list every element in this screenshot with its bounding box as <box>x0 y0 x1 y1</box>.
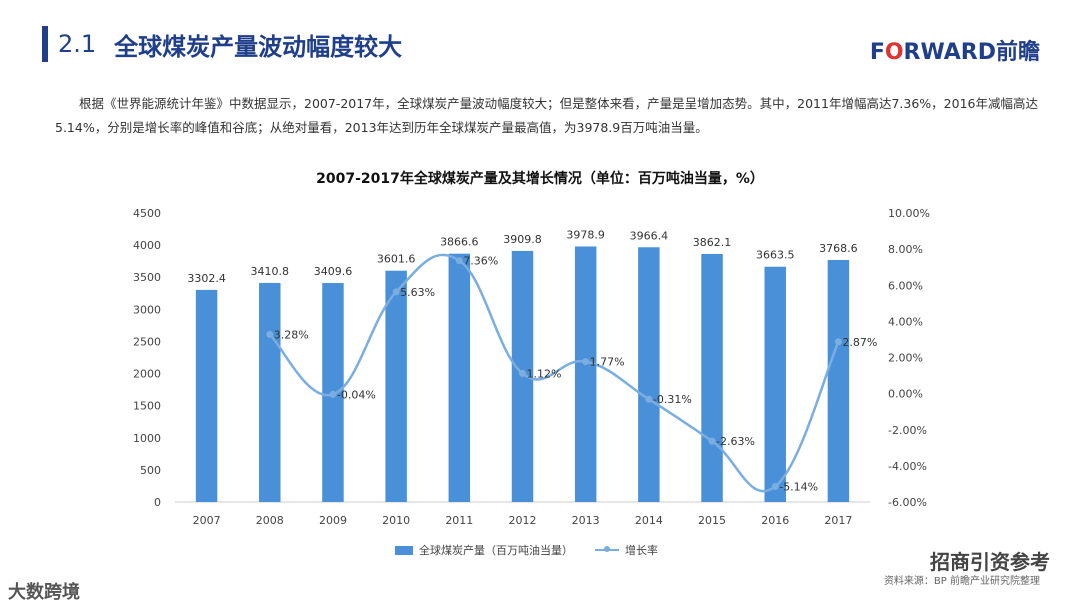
x-tick-label: 2008 <box>256 514 284 527</box>
growth-value-label: -2.63% <box>716 435 755 448</box>
y-left-tick-label: 2500 <box>133 335 161 348</box>
x-tick-label: 2013 <box>572 514 600 527</box>
y-left-tick-label: 3500 <box>133 271 161 284</box>
growth-point <box>392 288 400 296</box>
growth-value-label: 1.77% <box>590 356 625 369</box>
section-number: 2.1 <box>58 30 97 58</box>
y-left-tick-label: 0 <box>154 496 161 509</box>
bar <box>638 247 660 502</box>
y-left-tick-label: 1500 <box>133 400 161 413</box>
bar-value-label: 3409.6 <box>314 265 353 278</box>
logo-part: RWARD前瞻 <box>903 40 1040 65</box>
growth-point <box>834 338 842 346</box>
y-right-tick-label: -4.00% <box>888 460 927 473</box>
bar-value-label: 3663.5 <box>756 249 795 262</box>
bar <box>385 270 407 502</box>
logo-part: F <box>869 40 885 65</box>
bar <box>195 289 218 502</box>
x-tick-label: 2009 <box>319 514 347 527</box>
growth-value-label: -0.31% <box>653 393 692 406</box>
y-right-tick-label: 6.00% <box>888 279 923 292</box>
y-right-tick-label: -6.00% <box>888 496 927 509</box>
growth-point <box>266 330 274 338</box>
bar-value-label: 3978.9 <box>566 228 605 241</box>
x-tick-label: 2011 <box>445 514 473 527</box>
growth-point <box>771 482 779 490</box>
y-right-tick-label: -2.00% <box>888 424 927 437</box>
bar-value-label: 3909.8 <box>503 233 542 246</box>
growth-value-label: 5.63% <box>400 286 435 299</box>
legend-item-line: 增长率 <box>595 542 658 558</box>
growth-point <box>329 390 337 398</box>
growth-point <box>455 257 463 265</box>
page-title: 全球煤炭产量波动幅度较大 <box>114 32 403 61</box>
bar-value-label: 3601.6 <box>377 253 416 266</box>
y-left-tick-label: 4000 <box>133 239 161 252</box>
legend-item-bar: 全球煤炭产量（百万吨油当量） <box>395 542 573 558</box>
y-left-tick-label: 2000 <box>133 368 161 381</box>
growth-value-label: 2.87% <box>842 336 877 349</box>
bar <box>701 253 723 502</box>
y-right-tick-label: 4.00% <box>888 315 923 328</box>
bar <box>448 253 471 502</box>
legend-bar-swatch <box>395 545 413 555</box>
y-left-tick-label: 4500 <box>133 207 161 220</box>
bar-value-label: 3862.1 <box>693 236 732 249</box>
legend-line-label: 增长率 <box>625 544 658 557</box>
bar <box>259 282 281 502</box>
x-tick-label: 2014 <box>635 514 663 527</box>
watermark-left: 大数跨境 <box>8 582 80 603</box>
bar-value-label: 3410.8 <box>251 265 290 278</box>
bar-value-label: 3866.6 <box>440 236 479 249</box>
bar <box>827 259 850 502</box>
x-tick-label: 2007 <box>193 514 221 527</box>
growth-value-label: 7.36% <box>463 255 498 268</box>
legend-line-swatch <box>595 546 619 552</box>
growth-value-label: -0.04% <box>337 388 376 401</box>
bar-value-label: 3966.4 <box>630 229 669 242</box>
growth-value-label: -5.14% <box>779 480 818 493</box>
growth-line <box>268 253 840 493</box>
growth-value-label: 3.28% <box>274 328 309 341</box>
source-note: 资料来源：BP 前瞻产业研究院整理 <box>883 576 1040 587</box>
y-left-tick-label: 500 <box>140 464 161 477</box>
bar-value-label: 3768.6 <box>819 242 858 255</box>
x-tick-label: 2016 <box>761 514 789 527</box>
x-tick-label: 2015 <box>698 514 726 527</box>
growth-point <box>645 395 653 403</box>
x-tick-label: 2017 <box>824 514 852 527</box>
bar <box>764 266 786 502</box>
intro-paragraph: 根据《世界能源统计年鉴》中数据显示，2007-2017年，全球煤炭产量波动幅度较… <box>55 96 1038 135</box>
growth-point <box>708 437 716 445</box>
y-right-tick-label: 2.00% <box>888 352 923 365</box>
watermark-right: 招商引资参考 <box>930 550 1050 574</box>
chart-title: 2007-2017年全球煤炭产量及其增长情况（单位：百万吨油当量，%） <box>316 171 764 187</box>
logo-accent: O <box>884 40 904 65</box>
section-header: 2.1 全球煤炭产量波动幅度较大 <box>42 26 402 62</box>
chart-legend: 全球煤炭产量（百万吨油当量） 增长率 <box>395 542 658 558</box>
bar-value-label: 3302.4 <box>187 272 226 285</box>
y-left-tick-label: 3000 <box>133 303 161 316</box>
y-right-tick-label: 0.00% <box>888 388 923 401</box>
y-right-tick-label: 8.00% <box>888 243 923 256</box>
growth-point <box>582 358 590 366</box>
x-tick-label: 2010 <box>382 514 410 527</box>
growth-value-label: 1.12% <box>527 367 562 380</box>
bar <box>574 246 597 502</box>
y-left-tick-label: 1000 <box>133 432 161 445</box>
brand-logo: FORWARD前瞻 <box>870 34 1040 66</box>
x-tick-label: 2012 <box>509 514 537 527</box>
growth-point <box>519 369 526 377</box>
legend-bar-label: 全球煤炭产量（百万吨油当量） <box>419 544 573 557</box>
y-right-tick-label: 10.00% <box>888 207 930 220</box>
